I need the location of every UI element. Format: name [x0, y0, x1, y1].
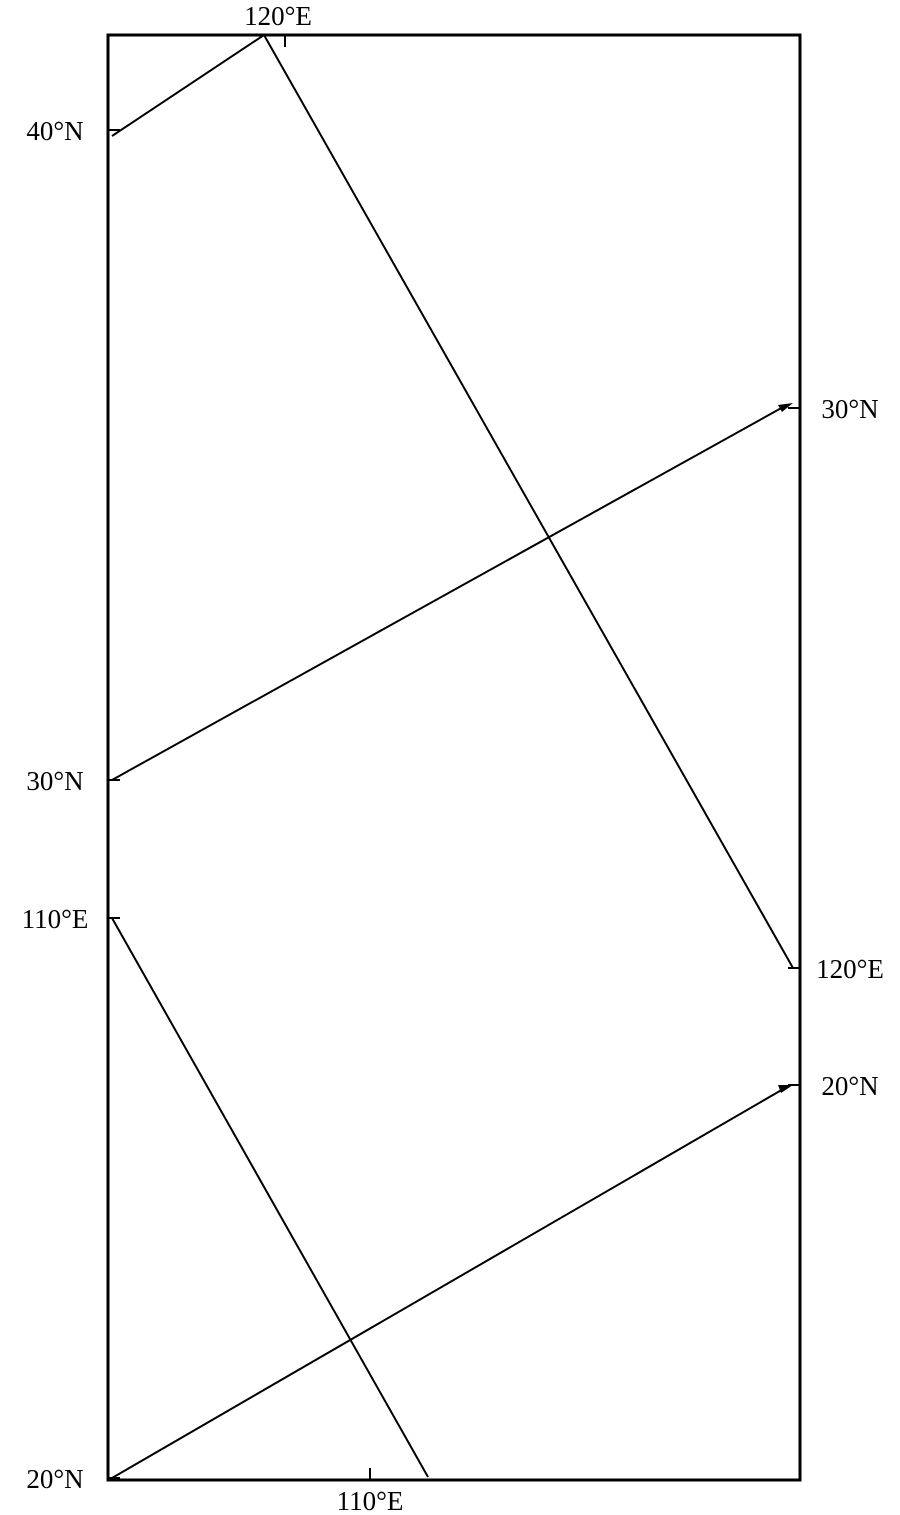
svg-text:30°N: 30°N [26, 766, 83, 796]
svg-text:40°N: 40°N [26, 116, 83, 146]
svg-text:110°E: 110°E [337, 1486, 404, 1515]
svg-text:120°E: 120°E [816, 954, 884, 984]
svg-text:120°E: 120°E [244, 1, 312, 31]
svg-text:20°N: 20°N [26, 1464, 83, 1494]
svg-text:20°N: 20°N [821, 1071, 878, 1101]
svg-text:110°E: 110°E [22, 904, 89, 934]
svg-text:30°N: 30°N [821, 394, 878, 424]
